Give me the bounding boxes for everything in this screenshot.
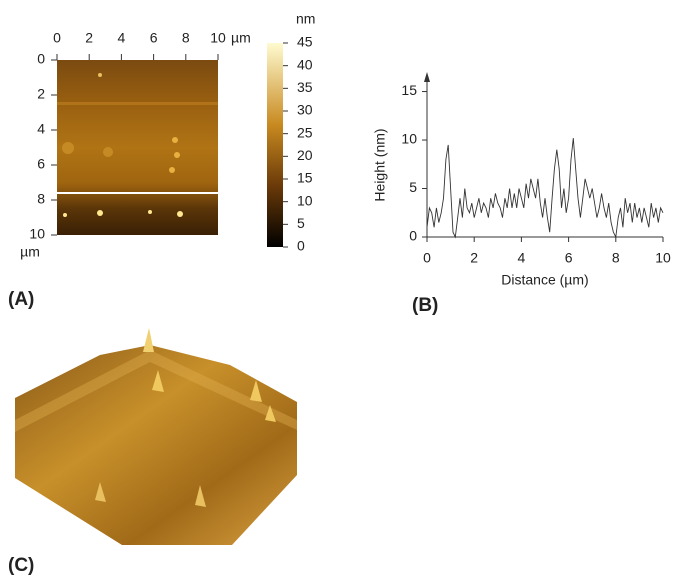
x-tick-label: 10 [655, 250, 671, 266]
x-tick-label: 8 [182, 30, 190, 46]
colorbar [267, 43, 283, 247]
x-tick-label: 2 [470, 250, 478, 266]
profile-line [426, 138, 664, 239]
x-axis-label: Distance (µm) [501, 272, 588, 288]
colorbar-label: nm [296, 11, 315, 27]
y-tick-label: 0 [409, 228, 417, 244]
y-tick-label: 10 [29, 226, 45, 242]
x-tick-label: 2 [85, 30, 93, 46]
surface-3d [15, 328, 297, 545]
y-tick-label: 10 [401, 131, 417, 147]
colorbar-tick-label: 25 [297, 124, 313, 140]
y-tick-label: 6 [37, 156, 45, 172]
axis-arrow [424, 72, 430, 82]
y-tick-label: 4 [37, 121, 45, 137]
x-tick-label: 8 [612, 250, 620, 266]
x-tick-label: 10 [210, 30, 226, 46]
x-unit: µm [231, 30, 251, 46]
colorbar-tick-label: 10 [297, 192, 313, 208]
colorbar-tick-label: 5 [297, 215, 305, 231]
colorbar-tick-label: 45 [297, 34, 313, 50]
x-tick-label: 6 [565, 250, 573, 266]
colorbar-tick-label: 30 [297, 102, 313, 118]
x-tick-label: 4 [518, 250, 526, 266]
colorbar-tick-label: 20 [297, 147, 313, 163]
y-axis-label: Height (nm) [372, 128, 388, 201]
colorbar-tick-label: 0 [297, 238, 305, 254]
y-tick-label: 0 [37, 51, 45, 67]
y-tick-label: 8 [37, 191, 45, 207]
colorbar-tick-label: 40 [297, 56, 313, 72]
y-tick-label: 5 [409, 179, 417, 195]
y-tick-label: 15 [401, 82, 417, 98]
colorbar-tick-label: 35 [297, 79, 313, 95]
panel-label: (C) [8, 555, 34, 576]
afm-image [57, 60, 218, 235]
x-tick-label: 6 [150, 30, 158, 46]
y-tick-label: 2 [37, 86, 45, 102]
y-unit: µm [20, 244, 40, 260]
x-tick-label: 0 [53, 30, 61, 46]
panel-label: (A) [8, 289, 34, 310]
panel-label: (B) [412, 295, 438, 316]
x-tick-label: 4 [118, 30, 126, 46]
colorbar-tick-label: 15 [297, 170, 313, 186]
x-tick-label: 0 [423, 250, 431, 266]
